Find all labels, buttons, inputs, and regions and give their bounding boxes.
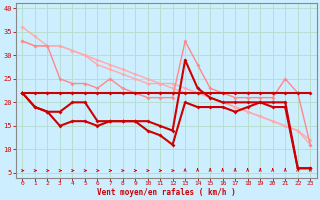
- X-axis label: Vent moyen/en rafales ( km/h ): Vent moyen/en rafales ( km/h ): [97, 188, 236, 197]
